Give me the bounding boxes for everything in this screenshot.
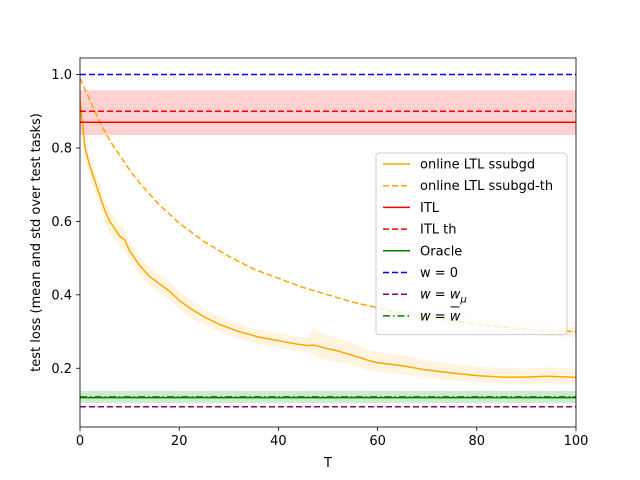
legend-label-itl-th: ITL th <box>420 223 457 238</box>
legend-frame <box>375 152 568 336</box>
y-tick-label: 1.0 <box>51 68 72 83</box>
legend-label-oracle: Oracle <box>420 244 462 259</box>
x-tick-label: 80 <box>469 434 486 449</box>
series-1-line <box>80 100 576 379</box>
legend: online LTL ssubgd online LTL ssubgd-th ITL… <box>375 152 568 336</box>
legend-label-online-ltl-ssubgd-th: online LTL ssubgd-th <box>420 179 553 194</box>
legend-label-w-w: w = wμ <box>420 288 467 306</box>
y-tick-label: 0.4 <box>51 288 72 303</box>
y-axis-label: test loss (mean and std over test tasks) <box>29 113 44 372</box>
series-3-std-band <box>80 90 576 136</box>
y-tick-label: 0.2 <box>51 362 72 377</box>
y-tick-label: 0.6 <box>51 215 72 230</box>
x-tick-label: 0 <box>76 434 84 449</box>
series-1-std-band <box>80 85 576 385</box>
plot-frame <box>79 57 577 428</box>
legend-label-w-0: w = 0 <box>420 266 458 281</box>
x-tick-label: 40 <box>270 434 287 449</box>
axes: 0 20 40 60 80 100 0.2 0.4 0.6 0.8 1.0 <box>51 57 589 449</box>
x-tick-label: 100 <box>564 434 589 449</box>
x-axis-label: T <box>323 456 332 471</box>
legend-label-w-w: w = w <box>420 309 461 324</box>
legend-label-online-ltl-ssubgd: online LTL ssubgd <box>420 158 535 173</box>
x-tick-label: 60 <box>369 434 386 449</box>
x-tick-label: 20 <box>171 434 188 449</box>
y-tick-label: 0.8 <box>51 141 72 156</box>
legend-label-itl: ITL <box>420 201 440 216</box>
